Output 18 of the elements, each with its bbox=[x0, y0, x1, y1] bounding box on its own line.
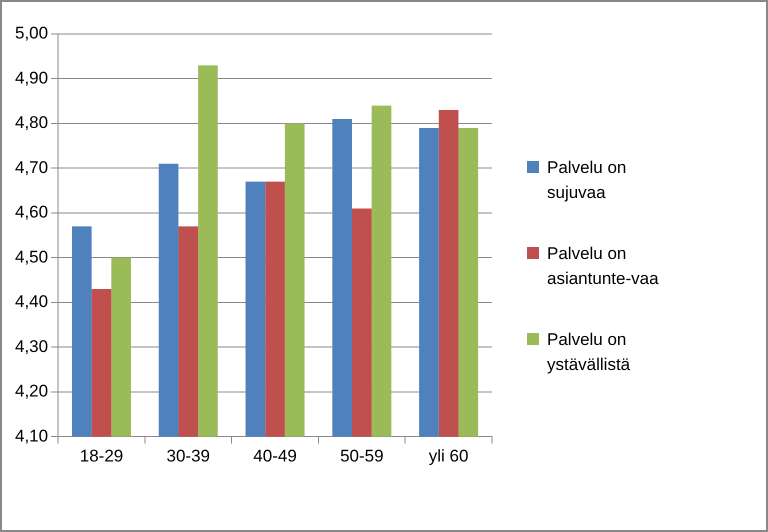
x-tick-label: 40-49 bbox=[253, 446, 297, 466]
y-tick-label: 4,50 bbox=[14, 247, 48, 266]
legend-label: Palvelu on ystävällistä bbox=[547, 329, 632, 376]
y-tick-label: 4,10 bbox=[14, 426, 48, 446]
legend-label: Palvelu on sujuvaa bbox=[547, 157, 628, 204]
x-tick-label: 30-39 bbox=[166, 446, 210, 466]
y-tick-label: 4,90 bbox=[14, 68, 48, 88]
y-tick-label: 4,60 bbox=[14, 202, 48, 222]
y-tick-label: 4,40 bbox=[14, 292, 48, 312]
y-tick-label: 4,20 bbox=[14, 382, 48, 401]
y-tick-label: 4,30 bbox=[14, 336, 48, 356]
x-tick-label: 50-59 bbox=[340, 446, 384, 466]
x-tick-label: 18-29 bbox=[80, 446, 124, 466]
y-tick-label: 4,80 bbox=[14, 113, 48, 132]
legend-label: Palvelu on asiantunte-vaa bbox=[547, 243, 660, 290]
y-tick-label: 4,70 bbox=[14, 158, 48, 177]
y-tick-label: 5,00 bbox=[14, 24, 48, 43]
x-tick-label: yli 60 bbox=[428, 446, 468, 466]
